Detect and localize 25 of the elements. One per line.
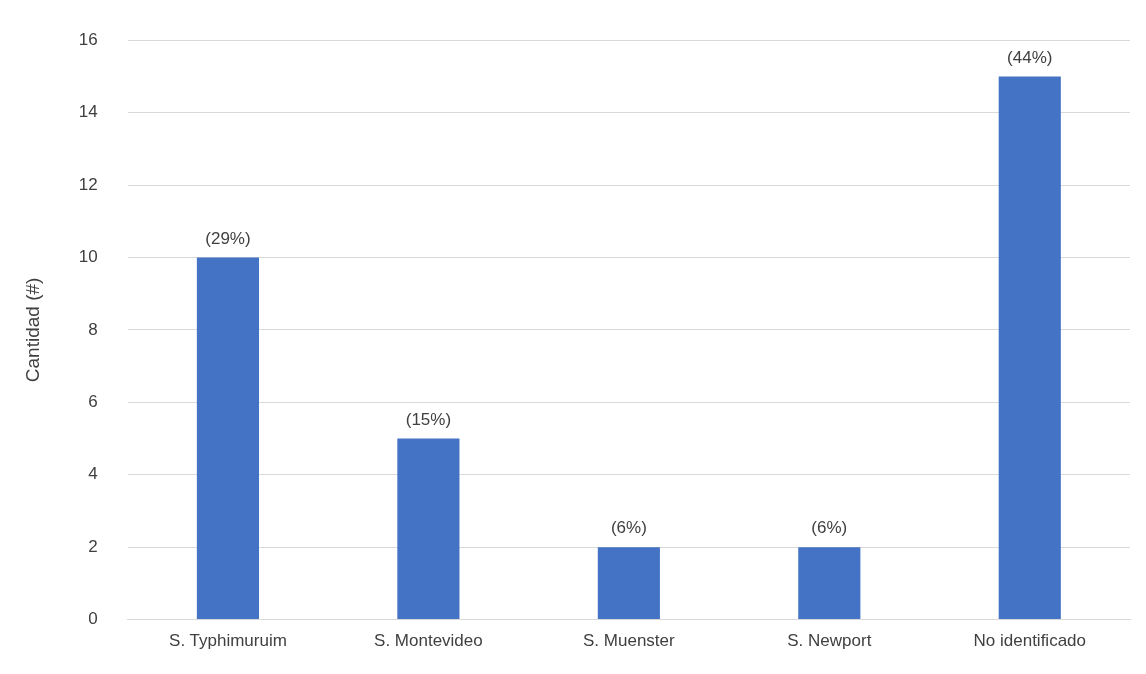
y-tick-label: 10 bbox=[78, 247, 98, 267]
y-tick-label: 2 bbox=[88, 536, 98, 556]
x-tick-label: S. Montevideo bbox=[374, 631, 483, 651]
annotation: (15%) bbox=[405, 409, 452, 429]
annotation: (6%) bbox=[811, 518, 848, 538]
y-tick-label: 8 bbox=[88, 319, 98, 339]
bar bbox=[397, 438, 460, 620]
y-tick-label: 14 bbox=[78, 102, 98, 122]
x-tick-label: S. Newport bbox=[787, 631, 872, 651]
y-axis-title: Cantidad (#) bbox=[21, 277, 43, 383]
bar bbox=[597, 547, 660, 620]
x-tick-label: No identificado bbox=[973, 631, 1087, 651]
annotation: (29%) bbox=[205, 228, 251, 248]
y-tick-label: 12 bbox=[78, 174, 98, 194]
bar bbox=[196, 257, 260, 620]
bar bbox=[998, 76, 1061, 620]
bar bbox=[798, 547, 861, 620]
x-tick-label: S. Muenster bbox=[583, 631, 676, 651]
y-tick-label: 16 bbox=[78, 29, 98, 49]
y-tick-label: 6 bbox=[88, 392, 98, 412]
x-tick-label: S. Typhimuruim bbox=[169, 631, 287, 651]
annotation: (44%) bbox=[1007, 47, 1053, 67]
y-tick-label: 0 bbox=[88, 609, 98, 629]
annotation: (6%) bbox=[610, 518, 647, 538]
y-tick-label: 4 bbox=[88, 464, 98, 484]
